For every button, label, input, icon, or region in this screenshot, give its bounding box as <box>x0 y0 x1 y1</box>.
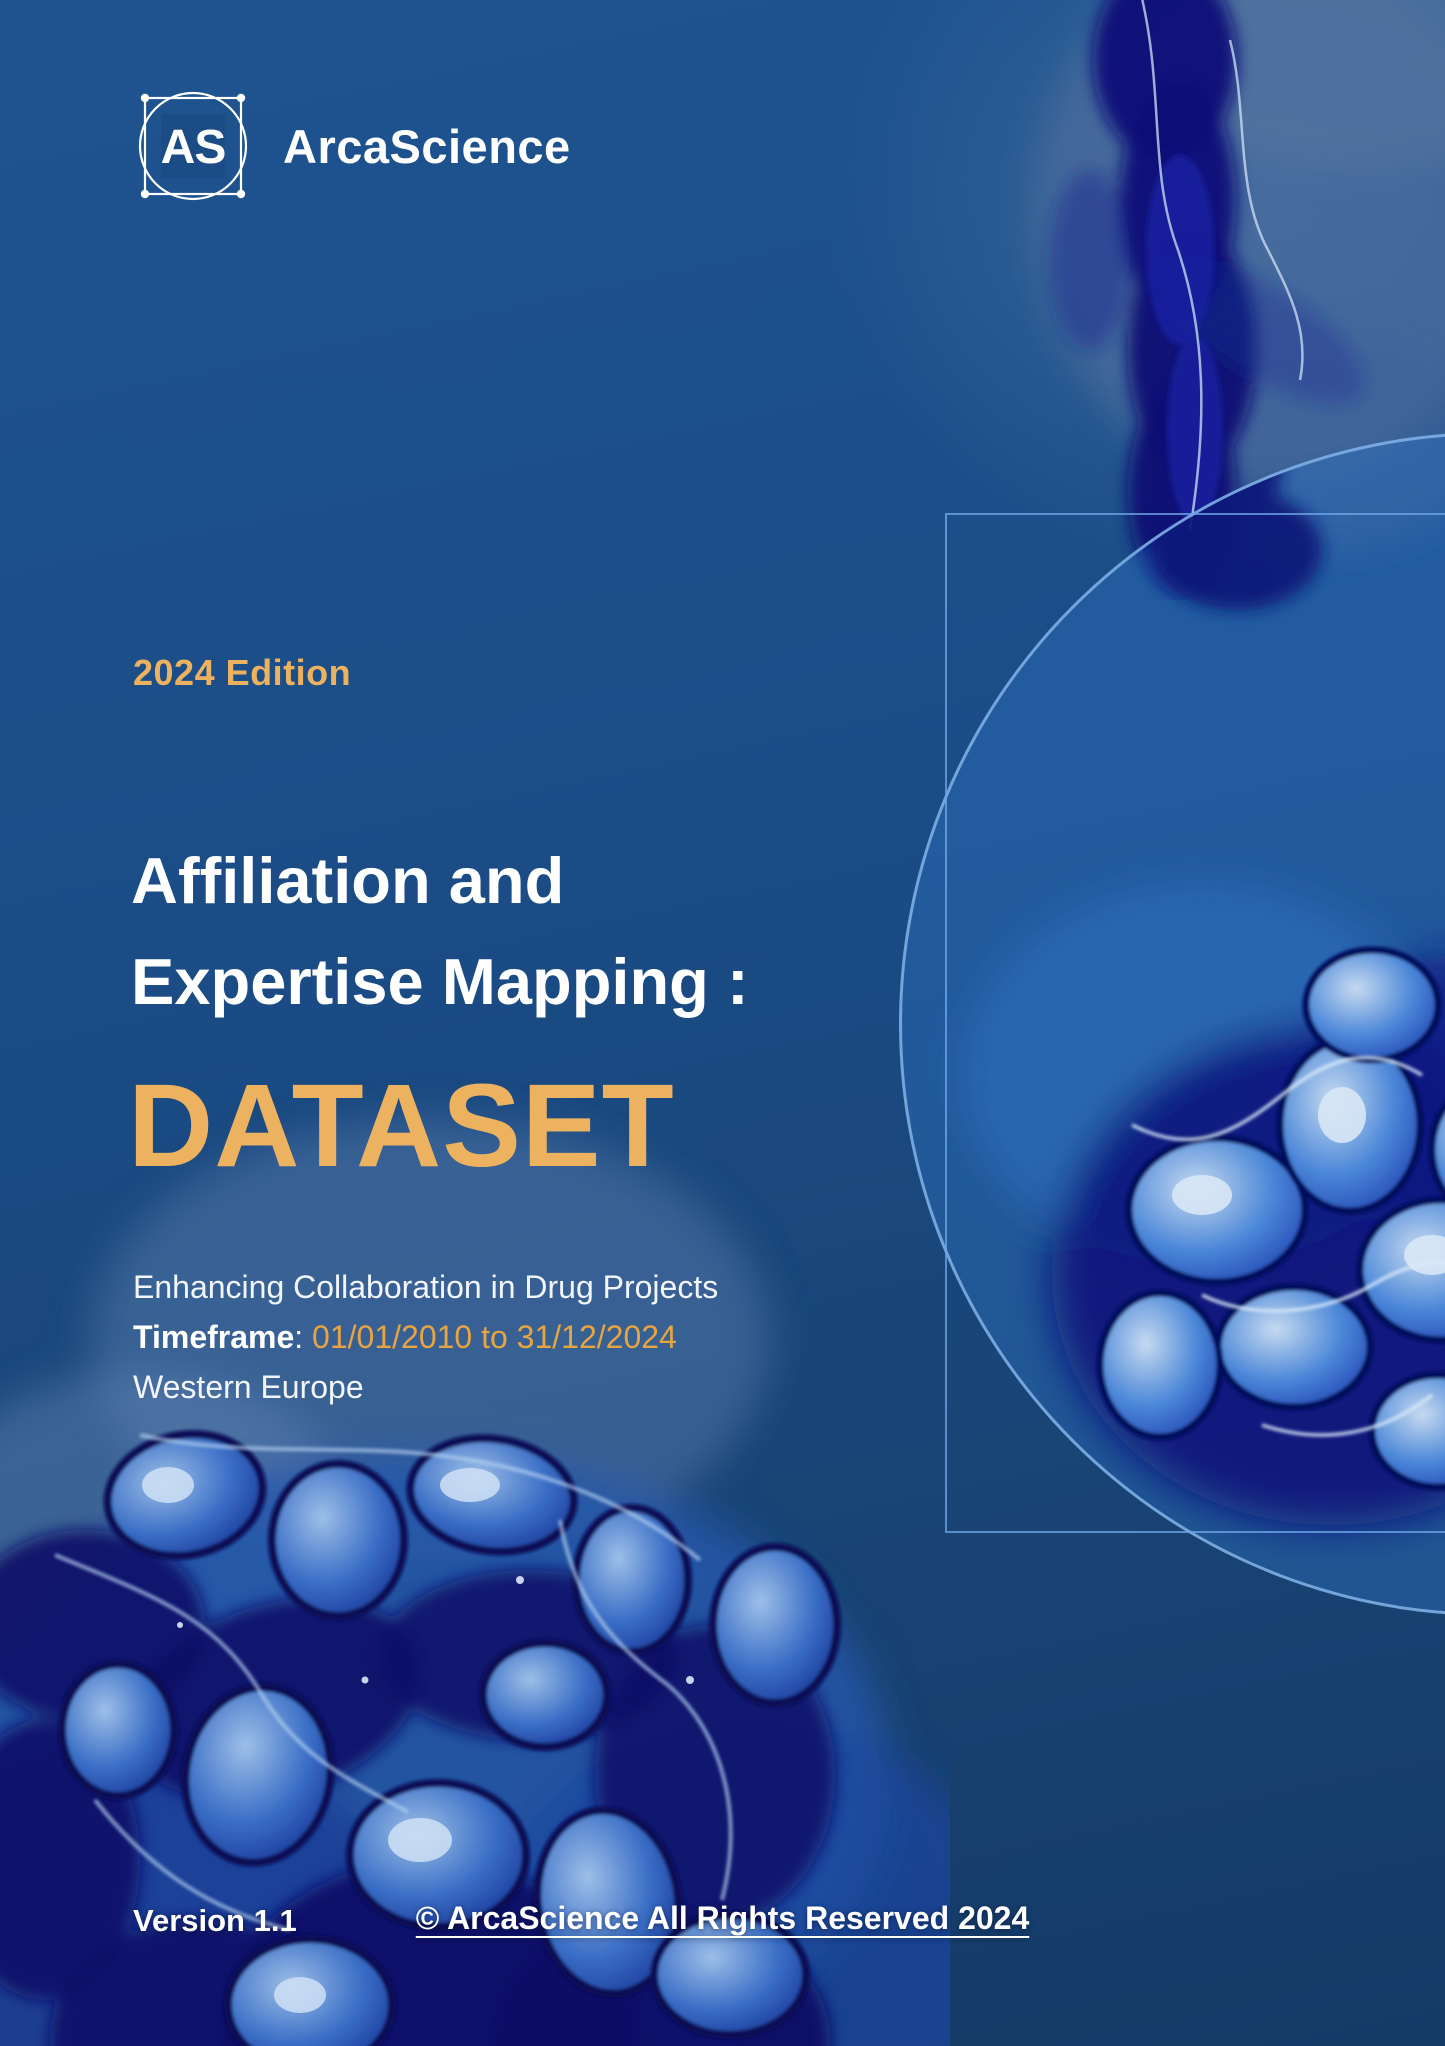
brand-header: AS ArcaScience <box>137 90 571 202</box>
background-texture-circle <box>962 435 1445 1525</box>
logo-monogram: AS <box>161 121 226 174</box>
version-label: Version 1.1 <box>133 1903 297 1938</box>
copyright-link[interactable]: © ArcaScience All Rights Reserved 2024 <box>415 1900 1030 1936</box>
background-texture-top-right <box>1035 0 1445 595</box>
decorative-frame-outline <box>945 513 1445 1533</box>
page-title-line2: Expertise Mapping : <box>131 945 749 1018</box>
timeframe-line: Timeframe: 01/01/2010 to 31/12/2024 <box>133 1312 718 1362</box>
timeframe-value: 01/01/2010 to 31/12/2024 <box>312 1319 677 1355</box>
dataset-highlight-title: DATASET <box>128 1060 675 1192</box>
brand-name: ArcaScience <box>283 119 571 173</box>
background-texture-bottom-left <box>0 1120 950 2046</box>
timeframe-label: Timeframe <box>133 1319 295 1355</box>
page-title: Affiliation and Expertise Mapping : <box>131 830 749 1032</box>
subtitle-block: Enhancing Collaboration in Drug Projects… <box>133 1262 718 1412</box>
subtitle-line: Enhancing Collaboration in Drug Projects <box>133 1269 719 1305</box>
page-title-line1: Affiliation and <box>131 844 565 917</box>
region-label: Western Europe <box>133 1369 364 1405</box>
timeframe-separator: : <box>294 1319 313 1355</box>
edition-label: 2024 Edition <box>133 652 352 693</box>
arcascience-logo-icon: AS <box>138 91 248 201</box>
background-circle-overlay <box>899 432 1445 1616</box>
